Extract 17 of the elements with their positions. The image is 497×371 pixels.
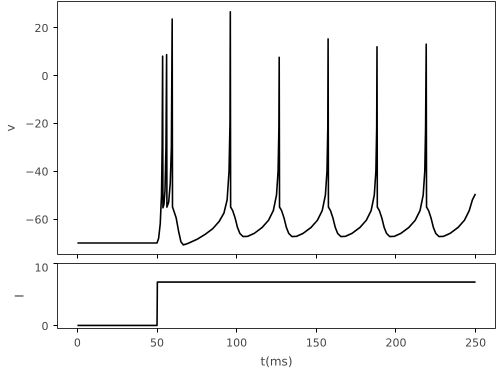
x-tick-label: 150 xyxy=(306,336,327,350)
y-tick-label: −60 xyxy=(25,214,49,227)
x-axis-title: t(ms) xyxy=(260,354,293,368)
y-tick-label: 10 xyxy=(34,262,49,274)
x-tick-label: 250 xyxy=(465,336,486,350)
line-series xyxy=(76,11,476,246)
y-tick-label: 0 xyxy=(42,70,48,83)
y-tick-label: −40 xyxy=(25,166,49,179)
y-tick-label: −20 xyxy=(25,118,49,131)
x-tick-label: 100 xyxy=(226,336,248,350)
x-tick-label: 200 xyxy=(385,336,406,350)
y-tick-label: 20 xyxy=(34,22,49,35)
x-tick-label: 50 xyxy=(150,336,164,350)
x-tick-label: 0 xyxy=(74,336,81,350)
y-axis-title: I xyxy=(12,294,27,298)
y-axis-title: v xyxy=(3,124,18,132)
y-tick-label: 0 xyxy=(42,320,48,333)
